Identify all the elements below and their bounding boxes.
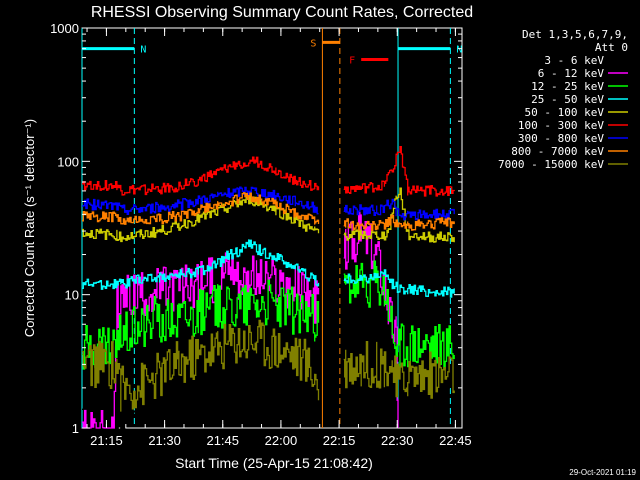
flag-label: N: [456, 45, 462, 56]
x-axis-label: Start Time (25-Apr-15 21:08:42): [175, 455, 373, 471]
series-line-2: [82, 212, 399, 429]
series-line-3: [82, 260, 455, 371]
legend-header: Det 1,3,5,6,7,9,: [522, 28, 628, 41]
y-axis-label: Corrected Count Rate (s⁻¹ detector⁻¹): [22, 119, 37, 337]
x-tick-label: 22:15: [323, 433, 356, 448]
y-tick-label: 1: [72, 421, 79, 436]
series-line-8: [82, 192, 455, 232]
state-flags: N N S F: [82, 38, 462, 67]
series-line-6: [82, 145, 455, 197]
chart-title: RHESSI Observing Summary Count Rates, Co…: [91, 4, 473, 21]
y-tick-label: 1000: [50, 21, 79, 36]
x-tick-label: 21:15: [90, 433, 123, 448]
legend-label: 12 - 25 keV: [531, 80, 604, 93]
y-tick-label: 10: [65, 288, 79, 303]
series-layer: [82, 145, 455, 429]
series-line-9: [82, 319, 455, 412]
flag-label: F: [349, 56, 355, 67]
x-tick-label: 21:30: [148, 433, 181, 448]
legend-label: 6 - 12 keV: [538, 67, 605, 80]
flag-label: S: [310, 38, 316, 49]
series-line-7: [82, 186, 455, 221]
y-tick-label: 100: [57, 154, 79, 169]
series-line-4: [82, 239, 455, 298]
legend-label: 3 - 6 keV: [544, 54, 604, 67]
flag-label: N: [140, 45, 146, 56]
series-line-5: [82, 187, 455, 243]
legend-label: 800 - 7000 keV: [511, 145, 604, 158]
legend-header: Att 0: [595, 41, 628, 54]
x-tick-label: 22:00: [265, 433, 298, 448]
footer-date: 29-Oct-2021 01:19: [569, 468, 636, 477]
legend-label: 50 - 100 keV: [525, 106, 605, 119]
x-axis: 21:15 21:30 21:45 22:00 22:15 22:30 22:45: [86, 28, 472, 448]
legend-label: 7000 - 15000 keV: [498, 158, 604, 171]
x-tick-label: 22:45: [439, 433, 472, 448]
legend-label: 100 - 300 keV: [518, 119, 604, 132]
x-tick-label: 22:30: [381, 433, 414, 448]
legend-label: 300 - 800 keV: [518, 132, 604, 145]
x-tick-label: 21:45: [206, 433, 239, 448]
legend-label: 25 - 50 keV: [531, 93, 604, 106]
y-axis: 1 10 100 1000: [50, 21, 462, 436]
